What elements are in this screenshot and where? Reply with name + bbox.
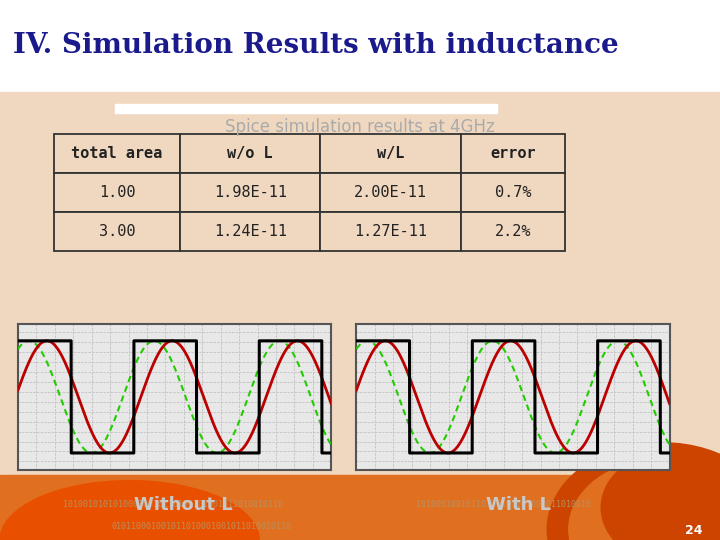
Bar — [0, 92, 720, 475]
Text: 1.24E-11: 1.24E-11 — [214, 224, 287, 239]
Ellipse shape — [0, 481, 259, 540]
Text: 1.98E-11: 1.98E-11 — [214, 185, 287, 200]
Text: Without L: Without L — [135, 496, 233, 514]
Text: 2.2%: 2.2% — [495, 224, 531, 239]
Bar — [461, 212, 565, 251]
Text: 3.00: 3.00 — [99, 224, 135, 239]
Text: Spice simulation results at 4GHz: Spice simulation results at 4GHz — [225, 118, 495, 136]
Text: 10100010010110100101101001011010010: 10100010010110100101101001011010010 — [416, 501, 592, 509]
Bar — [320, 173, 461, 212]
Circle shape — [601, 448, 720, 540]
Text: 1.27E-11: 1.27E-11 — [354, 224, 427, 239]
Bar — [54, 134, 180, 173]
Text: w/L: w/L — [377, 146, 405, 161]
Bar — [54, 173, 180, 212]
Text: error: error — [490, 146, 536, 161]
Text: 0.7%: 0.7% — [495, 185, 531, 200]
Bar — [180, 134, 320, 173]
Text: IV. Simulation Results with inductance: IV. Simulation Results with inductance — [13, 32, 618, 59]
Bar — [0, 0, 720, 92]
Bar — [320, 134, 461, 173]
Bar — [461, 134, 565, 173]
Text: total area: total area — [71, 146, 163, 161]
Text: w/o L: w/o L — [228, 146, 273, 161]
Bar — [0, 475, 720, 540]
Text: 24: 24 — [685, 524, 702, 537]
Circle shape — [547, 443, 720, 540]
Bar — [180, 173, 320, 212]
Text: 010110001001011010001001011010010110: 010110001001011010001001011010010110 — [112, 522, 292, 531]
Bar — [180, 212, 320, 251]
Bar — [461, 173, 565, 212]
Text: With L: With L — [486, 496, 551, 514]
Bar — [115, 104, 497, 113]
Bar — [320, 212, 461, 251]
Text: 1.00: 1.00 — [99, 185, 135, 200]
Circle shape — [569, 459, 720, 540]
Bar — [54, 212, 180, 251]
Text: 10100101010100010010110100101001011010010110: 1010010101010001001011010010100101101001… — [63, 501, 283, 509]
Text: 2.00E-11: 2.00E-11 — [354, 185, 427, 200]
